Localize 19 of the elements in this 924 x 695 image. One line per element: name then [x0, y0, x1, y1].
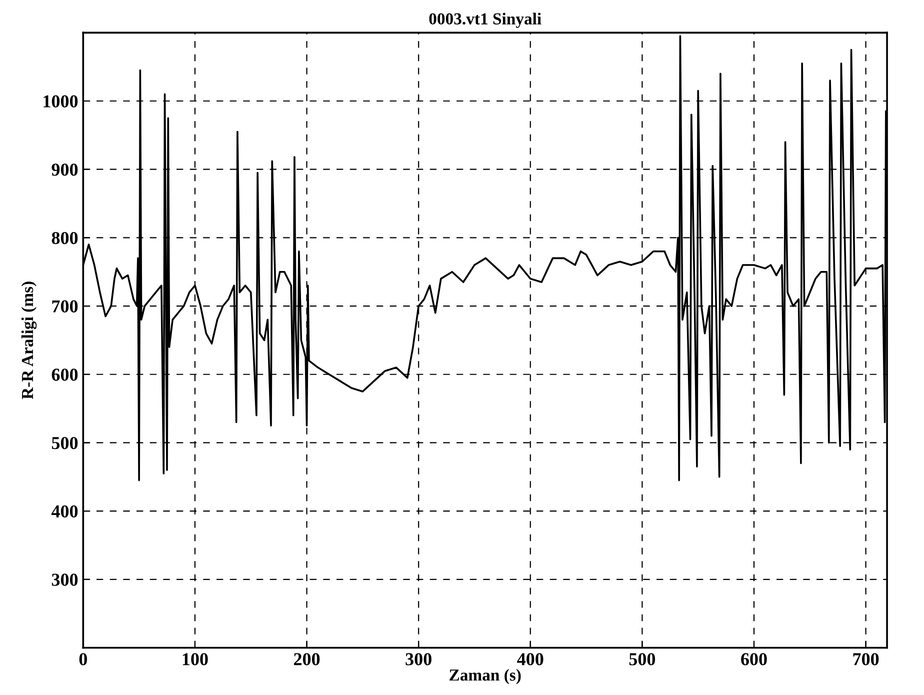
y-axis-title: R-R Araligi (ms): [21, 282, 37, 400]
y-tick-label: 400: [51, 505, 78, 518]
y-tick-label: 300: [52, 574, 78, 586]
y-tick-label: 900: [52, 164, 78, 176]
y-tick-label: 500: [52, 436, 78, 450]
x-tick-label: 0: [79, 653, 87, 666]
x-tick-label: 500: [629, 653, 656, 666]
x-tick-label: 600: [741, 653, 767, 666]
chart-title: 0003.vt1 Sinyali: [429, 12, 542, 28]
x-tick-label: 200: [294, 653, 320, 666]
x-tick-label: 100: [182, 653, 208, 666]
y-tick-label: 700: [52, 300, 78, 312]
x-tick-label: 300: [406, 653, 432, 666]
x-tick-label: 700: [853, 653, 879, 666]
x-axis-title: Zaman (s): [450, 668, 521, 684]
x-tick-label: 400: [517, 653, 544, 666]
y-tick-label: 600: [52, 368, 78, 381]
y-tick-label: 800: [52, 232, 78, 244]
y-tick-label: 1000: [44, 95, 78, 108]
